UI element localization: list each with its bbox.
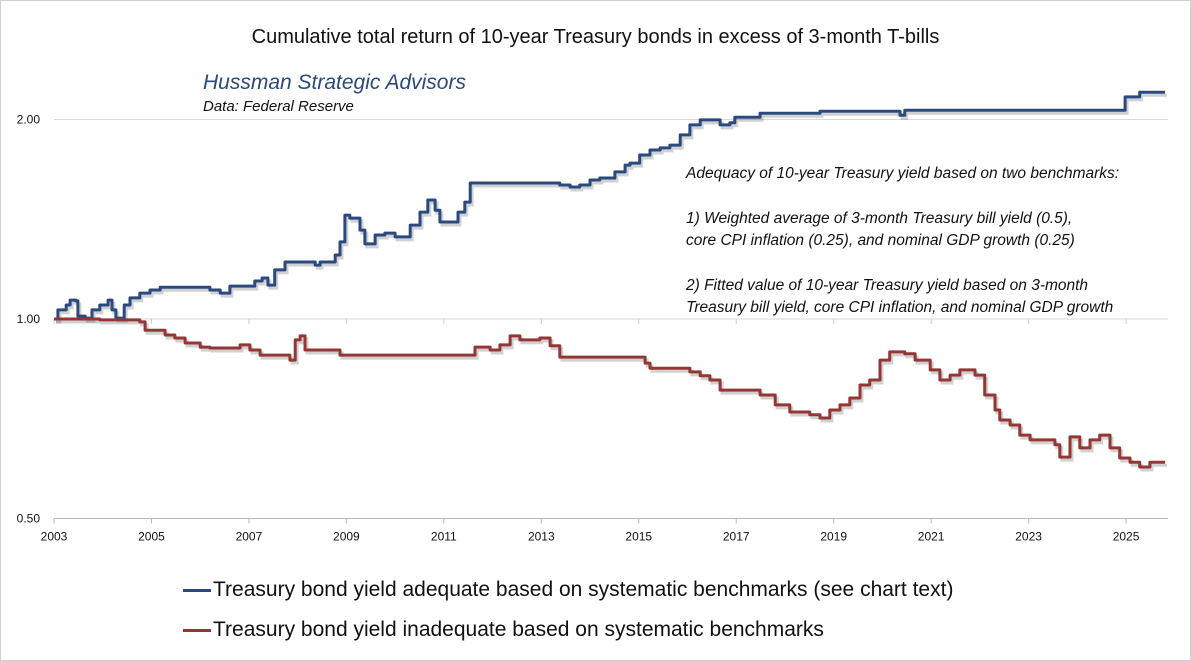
x-tick-label: 2013 — [528, 530, 555, 544]
x-tick-label: 2003 — [41, 530, 68, 544]
annotation-line: core CPI inflation (0.25), and nominal G… — [686, 232, 1075, 249]
annotation-line: 1) Weighted average of 3-month Treasury … — [686, 210, 1073, 227]
x-tick-label: 2023 — [1015, 530, 1042, 544]
annotation-line: Adequacy of 10-year Treasury yield based… — [686, 165, 1120, 182]
x-tick-label: 2019 — [820, 530, 847, 544]
legend-swatch — [183, 588, 211, 592]
legend-item: Treasury bond yield inadequate based on … — [183, 618, 824, 642]
legend-item: Treasury bond yield adequate based on sy… — [183, 578, 953, 602]
series-shadow — [56, 93, 1167, 324]
annotation-line: 2) Fitted value of 10-year Treasury yiel… — [686, 277, 1089, 294]
series-line-adequate — [54, 90, 1165, 321]
y-tick-label: 0.50 — [17, 512, 41, 526]
y-tick-label: 1.00 — [17, 312, 41, 326]
legend-swatch — [183, 628, 211, 632]
series-line-inadequate — [54, 317, 1165, 469]
y-tick-label: 2.00 — [17, 113, 41, 127]
x-tick-label: 2021 — [918, 530, 945, 544]
x-tick-label: 2005 — [138, 530, 165, 544]
chart-subtitle: Hussman Strategic Advisors — [203, 71, 466, 94]
x-tick-label: 2007 — [236, 530, 263, 544]
data-source: Data: Federal Reserve — [203, 98, 354, 115]
annotation-line: Treasury bill yield, core CPI inflation,… — [686, 299, 1114, 316]
legend-label: Treasury bond yield inadequate based on … — [213, 618, 824, 641]
x-tick-label: 2011 — [431, 530, 457, 544]
x-tick-label: 2015 — [625, 530, 652, 544]
chart-title: Cumulative total return of 10-year Treas… — [251, 26, 940, 48]
series-shadow — [56, 320, 1167, 472]
legend-label: Treasury bond yield adequate based on sy… — [213, 578, 954, 601]
x-tick-label: 2017 — [723, 530, 750, 544]
x-tick-label: 2009 — [333, 530, 360, 544]
x-tick-label: 2025 — [1113, 530, 1140, 544]
